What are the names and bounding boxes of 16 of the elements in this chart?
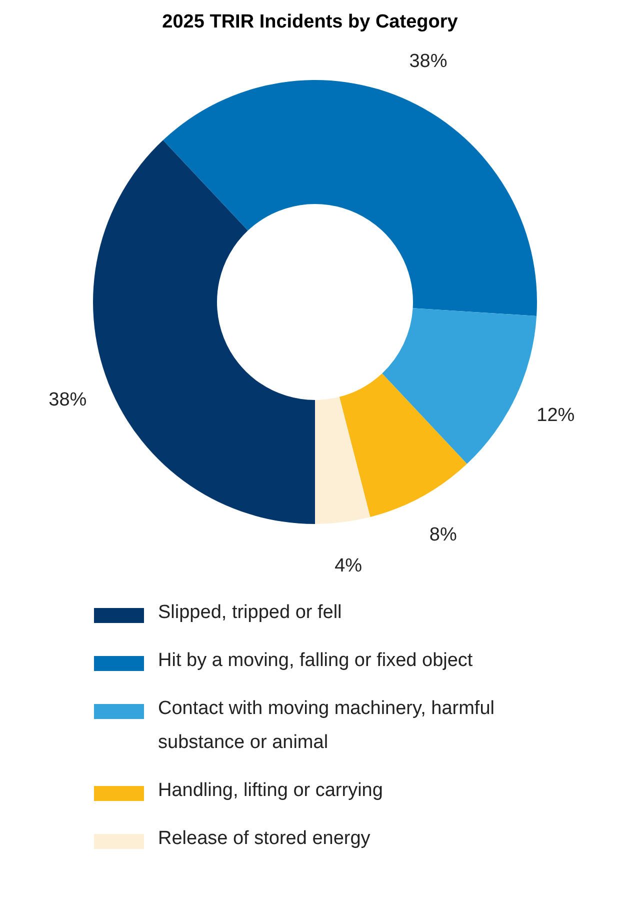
data-label: 4%	[334, 555, 362, 576]
legend-label: Contact with moving machinery, harmful substance or animal	[158, 697, 496, 755]
data-label: 12%	[536, 404, 575, 426]
data-label: 38%	[48, 389, 87, 410]
donut-slice	[163, 80, 537, 316]
donut-slice	[93, 140, 315, 524]
legend-label: Hit by a moving, falling or fixed object	[158, 649, 474, 673]
data-label: 8%	[429, 524, 457, 546]
donut-slice	[382, 308, 537, 464]
donut-slice	[315, 396, 370, 524]
legend-label: Slipped, tripped or fell	[158, 601, 343, 625]
legend-label: Handling, lifting or carrying	[158, 779, 384, 803]
donut-slice	[339, 373, 467, 518]
data-label: 38%	[409, 50, 448, 72]
legend-label: Release of stored energy	[158, 827, 372, 851]
chart-title: 2025 TRIR Incidents by Category	[162, 12, 458, 32]
